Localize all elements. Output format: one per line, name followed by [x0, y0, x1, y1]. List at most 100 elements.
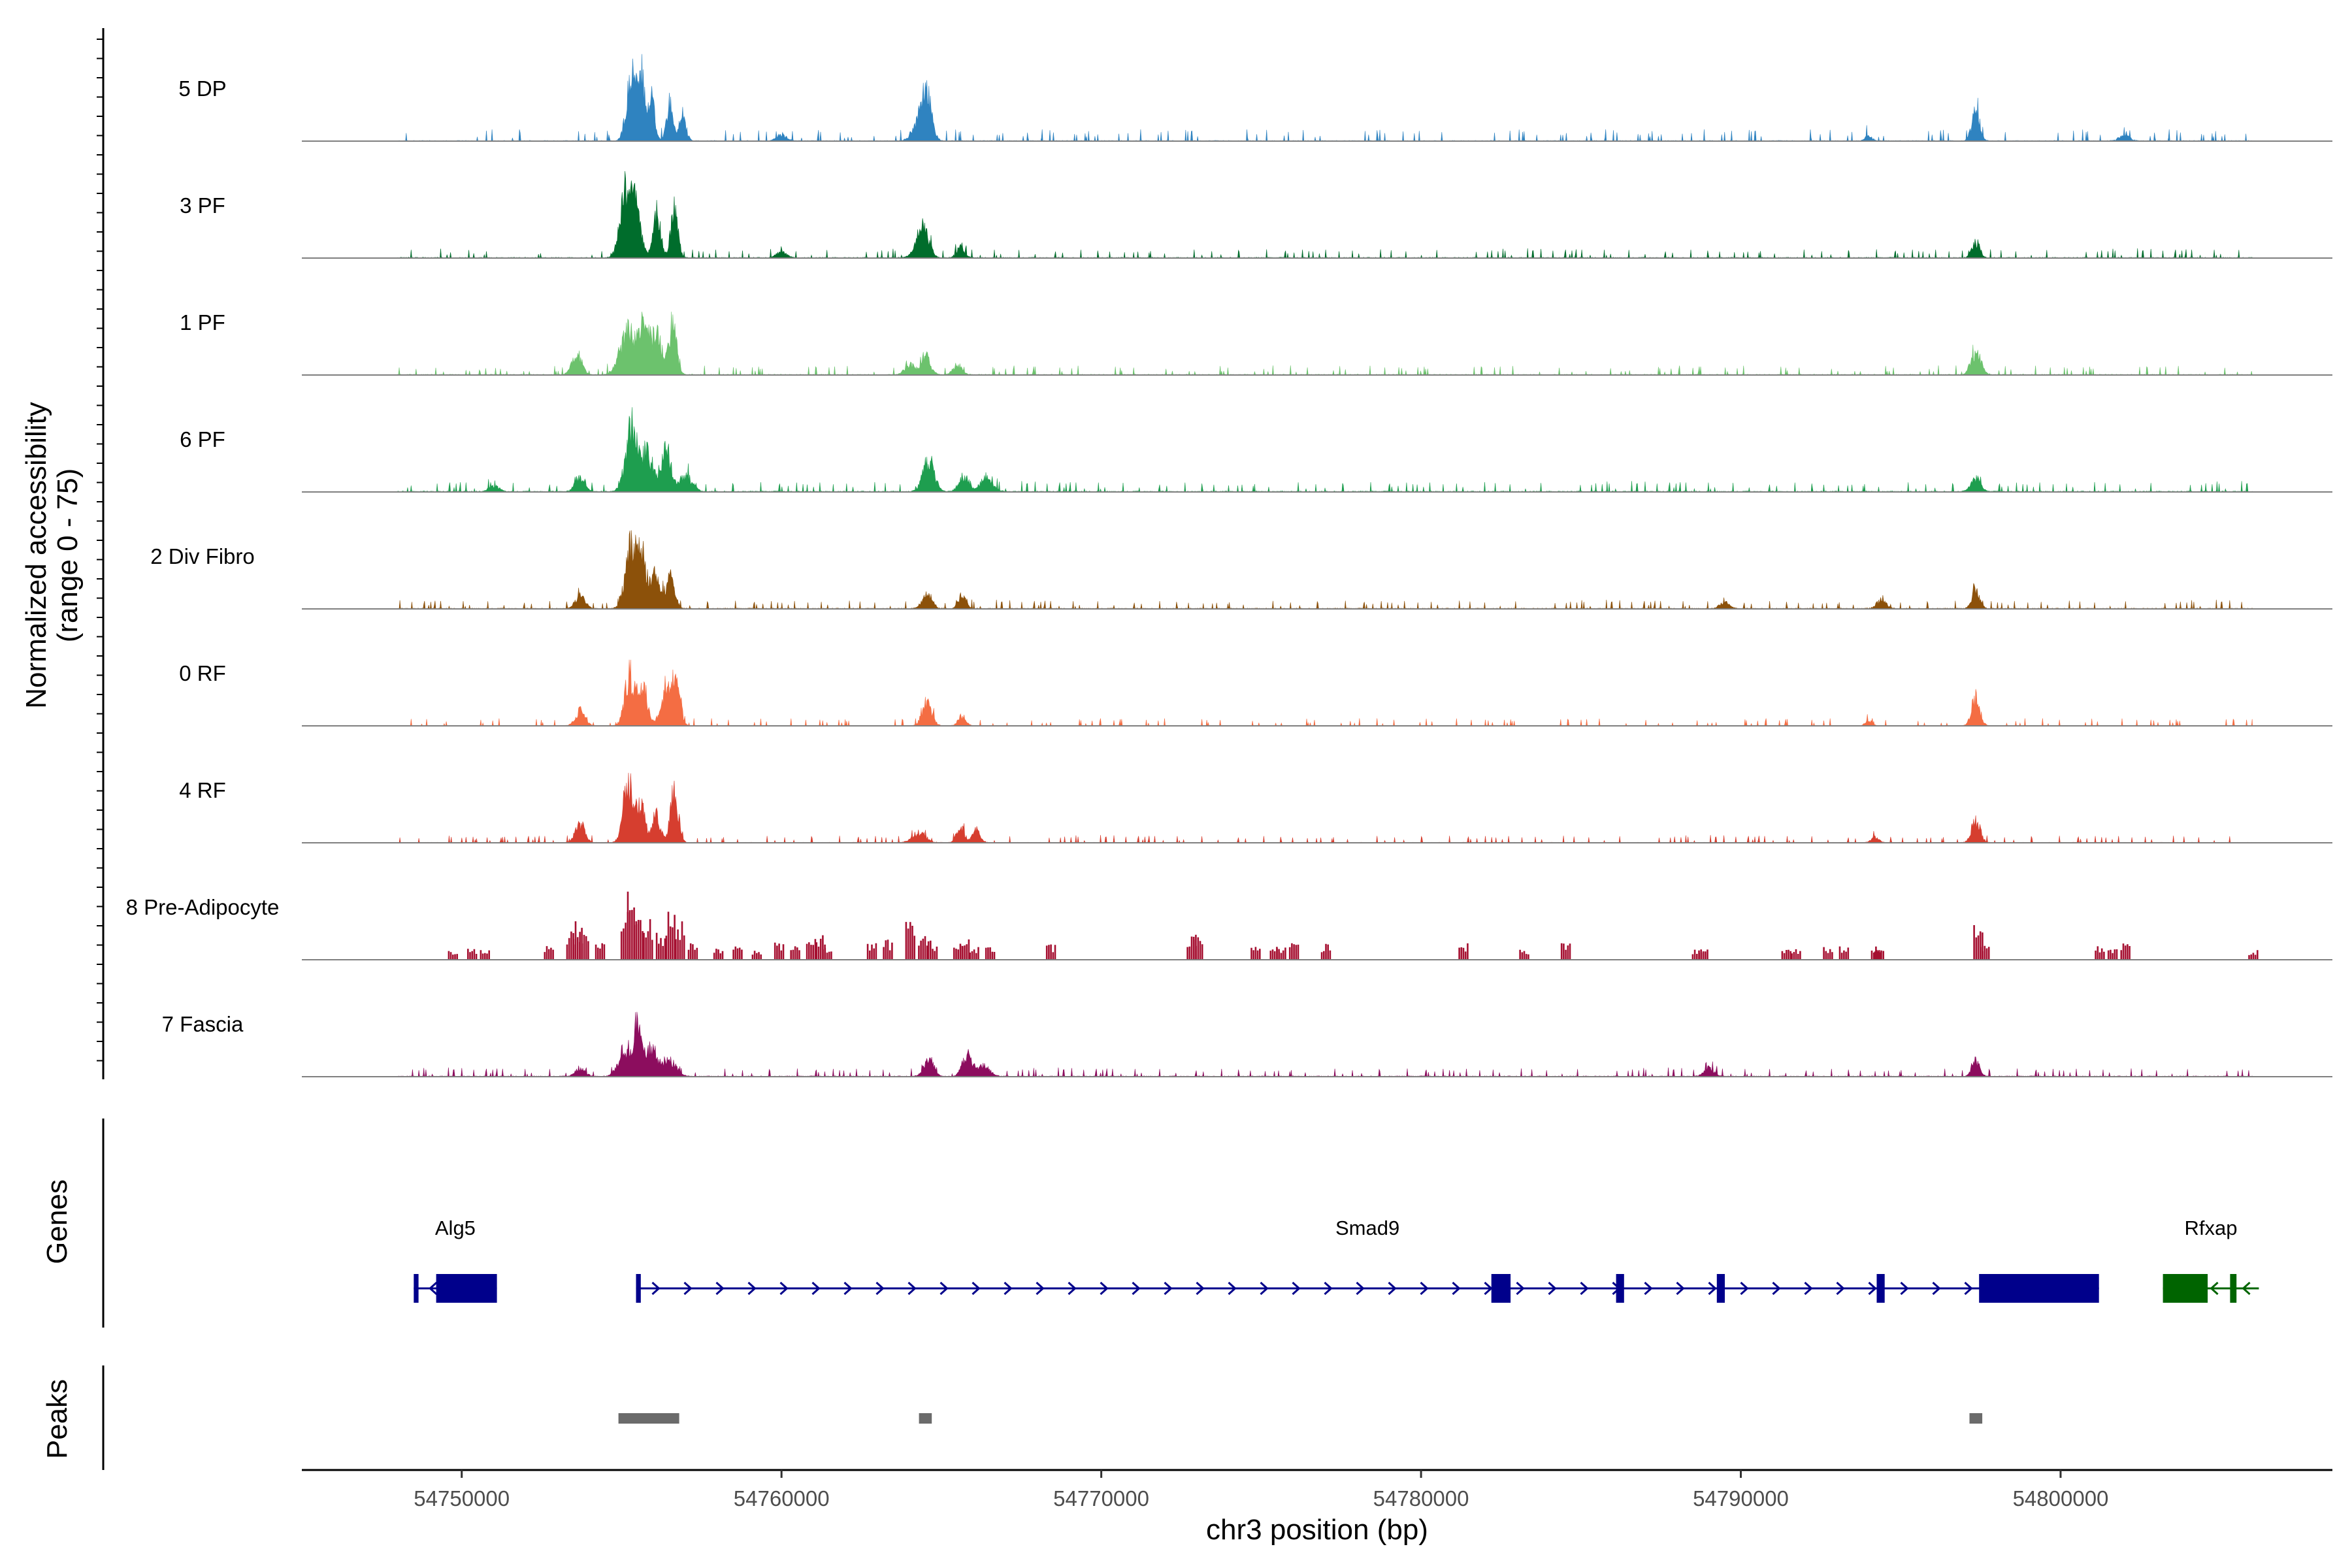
coverage-area	[397, 1011, 2253, 1077]
strand-chevron	[683, 1281, 693, 1296]
strand-chevron	[651, 1281, 661, 1296]
gene-exon	[636, 1274, 641, 1303]
gene-annotation-track: Alg5 Smad9 Rfxap	[414, 1217, 2259, 1303]
strand-chevron	[972, 1281, 981, 1296]
strand-chevron	[1836, 1281, 1845, 1296]
track-1-pf: 1 PF	[180, 310, 2332, 376]
track-label: 3 PF	[180, 193, 225, 218]
strand-chevron	[1228, 1281, 1237, 1296]
strand-chevron	[811, 1281, 821, 1296]
strand-chevron	[1324, 1281, 1333, 1296]
track-label: 8 Pre-Adipocyte	[126, 895, 280, 919]
track-8-pre-adipocyte: 8 Pre-Adipocyte	[126, 891, 2332, 960]
x-tick-label: 54760000	[734, 1486, 830, 1511]
track-4-rf: 4 RF	[179, 772, 2332, 843]
track-0-rf: 0 RF	[179, 659, 2332, 727]
strand-chevron	[1804, 1281, 1813, 1296]
track-7-fascia: 7 Fascia	[162, 1011, 2332, 1077]
x-axis-title: chr3 position (bp)	[1206, 1514, 1428, 1546]
y-axis-ticks	[97, 39, 103, 1062]
strand-chevron	[1580, 1281, 1589, 1296]
track-label: 5 DP	[178, 76, 226, 101]
track-label: 4 RF	[179, 778, 226, 802]
strand-chevron	[715, 1281, 725, 1296]
strand-chevron	[939, 1281, 949, 1296]
strand-chevron	[1260, 1281, 1269, 1296]
strand-chevron	[1708, 1281, 1717, 1296]
genes-panel-title: Genes	[41, 1179, 73, 1264]
track-label: 7 Fascia	[162, 1012, 244, 1036]
peak-region	[1969, 1413, 1983, 1424]
strand-chevron	[1356, 1281, 1365, 1296]
strand-chevron	[1164, 1281, 1173, 1296]
strand-chevron	[1420, 1281, 1429, 1296]
gene-exon	[2163, 1274, 2208, 1303]
gene-smad9: Smad9	[636, 1217, 2099, 1303]
x-tick-label: 54770000	[1053, 1486, 1149, 1511]
strand-chevron	[1740, 1281, 1749, 1296]
coverage-area	[397, 530, 2253, 610]
strand-chevron	[1292, 1281, 1301, 1296]
strand-chevron	[1100, 1281, 1109, 1296]
coverage-area	[397, 772, 2253, 843]
strand-chevron	[1132, 1281, 1141, 1296]
x-tick-label: 54750000	[414, 1486, 510, 1511]
peak-region	[618, 1413, 679, 1424]
strand-chevron	[779, 1281, 789, 1296]
strand-chevron	[1068, 1281, 1077, 1296]
peaks-panel-title: Peaks	[41, 1379, 73, 1459]
x-tick-label: 54800000	[2013, 1486, 2109, 1511]
track-5-dp: 5 DP	[178, 54, 2332, 142]
gene-exon	[1716, 1274, 1725, 1303]
gene-rfxap: Rfxap	[2163, 1217, 2259, 1303]
track-6-pf: 6 PF	[180, 407, 2332, 493]
strand-chevron	[843, 1281, 853, 1296]
strand-chevron	[1548, 1281, 1557, 1296]
x-axis-ticks: 54750000 54760000 54770000 54780000 54790000…	[414, 1470, 2108, 1511]
track-label: 6 PF	[180, 427, 225, 451]
strand-chevron	[747, 1281, 757, 1296]
strand-chevron	[2242, 1281, 2251, 1296]
strand-chevron	[1036, 1281, 1045, 1296]
gene-label: Rfxap	[2185, 1217, 2238, 1239]
y-axis-range-label: (range 0 - 75)	[52, 468, 84, 643]
track-2-div-fibro: 2 Div Fibro	[150, 530, 2332, 610]
gene-label: Smad9	[1335, 1217, 1399, 1239]
gene-exon	[1616, 1274, 1624, 1303]
gene-exon	[414, 1274, 419, 1303]
gene-exon	[436, 1274, 497, 1303]
strand-chevron	[1772, 1281, 1781, 1296]
track-label: 2 Div Fibro	[150, 544, 255, 568]
y-axis-title: Normalized accessibility	[20, 402, 52, 708]
accessibility-tracks: 5 DP 3 PF 1 PF 6 PF 2 Div Fibro 0 RF 4 RF 8 Pre…	[126, 54, 2332, 1077]
strand-chevron	[1004, 1281, 1013, 1296]
strand-chevron	[875, 1281, 885, 1296]
strand-chevron	[1964, 1281, 1973, 1296]
x-tick-label: 54790000	[1693, 1486, 1789, 1511]
strand-chevron	[1676, 1281, 1685, 1296]
strand-chevron	[429, 1281, 438, 1296]
track-label: 0 RF	[179, 661, 226, 685]
strand-chevron	[1644, 1281, 1653, 1296]
strand-chevron	[1932, 1281, 1941, 1296]
track-3-pf: 3 PF	[180, 171, 2332, 259]
x-tick-label: 54780000	[1373, 1486, 1469, 1511]
strand-chevron	[1452, 1281, 1461, 1296]
gene-alg5: Alg5	[414, 1217, 497, 1303]
coverage-area	[397, 659, 2253, 727]
coverage-area	[397, 171, 2253, 259]
gene-exon	[1979, 1274, 2099, 1303]
coverage-area	[397, 312, 2253, 376]
coverage-area	[397, 407, 2253, 493]
strand-chevron	[1900, 1281, 1909, 1296]
coverage-bars	[448, 891, 2259, 960]
gene-exon	[2230, 1274, 2237, 1303]
gene-exon	[1491, 1274, 1511, 1303]
gene-exon	[1876, 1274, 1885, 1303]
peak-region	[919, 1413, 932, 1424]
strand-chevron	[1196, 1281, 1205, 1296]
coverage-area	[397, 54, 2253, 142]
strand-chevron	[1484, 1281, 1493, 1296]
strand-chevron	[1388, 1281, 1397, 1296]
